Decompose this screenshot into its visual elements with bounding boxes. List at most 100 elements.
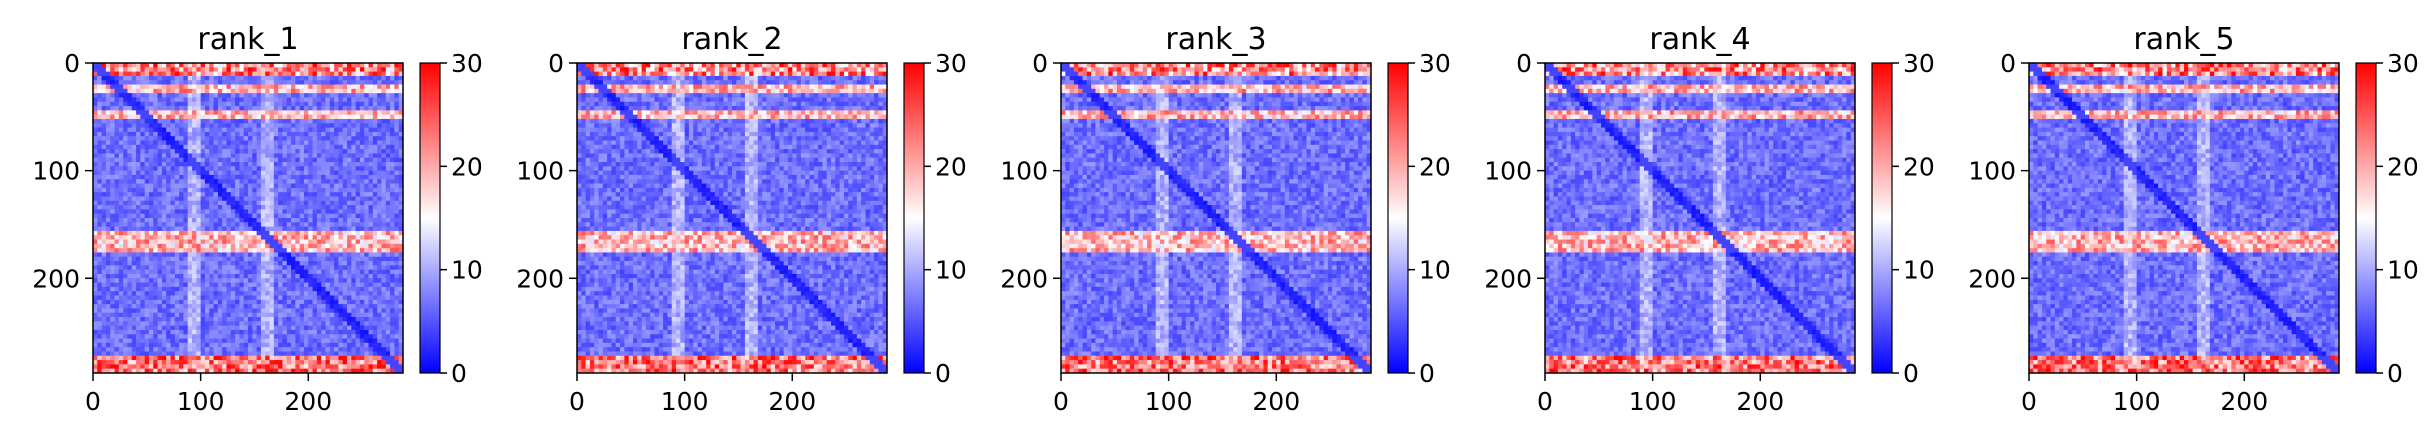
heatmap-cell: [97, 252, 102, 257]
heatmap-cell: [97, 149, 102, 154]
heatmap-cell: [153, 196, 158, 201]
heatmap-cell: [136, 257, 141, 262]
heatmap-cell: [132, 115, 137, 120]
heatmap-cell: [166, 240, 171, 245]
heatmap-cell: [106, 339, 111, 344]
heatmap-cell: [127, 304, 132, 309]
heatmap-cell: [377, 313, 382, 318]
heatmap-cell: [257, 184, 262, 189]
heatmap-cell: [317, 330, 322, 335]
heatmap-cell: [295, 351, 300, 356]
heatmap-cell: [278, 188, 283, 193]
heatmap-cell: [175, 326, 180, 331]
heatmap-cell: [132, 162, 137, 167]
heatmap-cell: [235, 278, 240, 283]
heatmap-cell: [214, 351, 219, 356]
heatmap-cell: [330, 162, 335, 167]
heatmap-cell: [304, 244, 309, 249]
heatmap-cell: [106, 72, 111, 77]
heatmap-cell: [110, 240, 115, 245]
heatmap-cell: [304, 283, 309, 288]
heatmap-cell: [373, 209, 378, 214]
heatmap-cell: [356, 149, 361, 154]
heatmap-cell: [214, 141, 219, 146]
heatmap-cell: [394, 222, 399, 227]
heatmap-cell: [123, 214, 128, 219]
heatmap-cell: [127, 97, 132, 102]
heatmap-cell: [377, 205, 382, 210]
heatmap-cell: [110, 278, 115, 283]
heatmap-cell: [317, 308, 322, 313]
heatmap-cell: [102, 231, 107, 236]
heatmap-cell: [102, 67, 107, 72]
heatmap-cell: [338, 106, 343, 111]
heatmap-cell: [140, 231, 145, 236]
heatmap-cell: [145, 235, 150, 240]
heatmap-cell: [369, 158, 374, 163]
heatmap-cell: [127, 235, 132, 240]
heatmap-cell: [394, 278, 399, 283]
heatmap-cell: [145, 313, 150, 318]
heatmap-cell: [278, 89, 283, 94]
heatmap-cell: [304, 119, 309, 124]
heatmap-cell: [334, 158, 339, 163]
heatmap-cell: [390, 171, 395, 176]
heatmap-cell: [115, 80, 120, 85]
heatmap-cell: [183, 252, 188, 257]
heatmap-cell: [265, 97, 270, 102]
heatmap-cell: [132, 149, 137, 154]
heatmap-cell: [295, 326, 300, 331]
heatmap-cell: [244, 261, 249, 266]
heatmap-cell: [360, 72, 365, 77]
heatmap-cell: [334, 304, 339, 309]
heatmap-cell: [175, 175, 180, 180]
heatmap-cell: [140, 235, 145, 240]
heatmap-cell: [381, 227, 386, 232]
heatmap-cell: [334, 209, 339, 214]
heatmap-cell: [179, 313, 184, 318]
heatmap-cell: [343, 291, 348, 296]
heatmap-cell: [183, 308, 188, 313]
heatmap-cell: [291, 158, 296, 163]
heatmap-cell: [136, 158, 141, 163]
heatmap-cell: [261, 214, 266, 219]
heatmap-cell: [369, 102, 374, 107]
heatmap-cell: [239, 257, 244, 262]
heatmap-cell: [166, 192, 171, 197]
heatmap-cell: [321, 257, 326, 262]
heatmap-cell: [373, 175, 378, 180]
heatmap-cell: [97, 356, 102, 361]
heatmap-cell: [317, 343, 322, 348]
heatmap-cell: [304, 80, 309, 85]
heatmap-cell: [127, 196, 132, 201]
heatmap-cell: [201, 222, 206, 227]
heatmap-cell: [347, 291, 352, 296]
heatmap-cell: [162, 85, 167, 90]
heatmap-cell: [252, 201, 257, 206]
heatmap-cell: [226, 115, 231, 120]
heatmap-cell: [209, 227, 214, 232]
heatmap-cell: [149, 119, 154, 124]
heatmap-cell: [356, 184, 361, 189]
heatmap-cell: [321, 175, 326, 180]
heatmap-cell: [132, 334, 137, 339]
heatmap-cell: [377, 184, 382, 189]
heatmap-cell: [166, 356, 171, 361]
heatmap-cell: [317, 248, 322, 253]
heatmap-cell: [287, 248, 292, 253]
heatmap-cell: [136, 360, 141, 365]
heatmap-cell: [334, 252, 339, 257]
heatmap-cell: [373, 166, 378, 171]
heatmap-cell: [218, 330, 223, 335]
heatmap-cell: [381, 222, 386, 227]
heatmap-cell: [222, 102, 227, 107]
heatmap-cell: [287, 222, 292, 227]
heatmap-cell: [97, 265, 102, 270]
heatmap-cell: [97, 278, 102, 283]
heatmap-cell: [183, 184, 188, 189]
heatmap-cell: [162, 317, 167, 322]
heatmap-cell: [115, 102, 120, 107]
heatmap-cell: [188, 330, 193, 335]
heatmap-cell: [192, 214, 197, 219]
heatmap-cell: [386, 248, 391, 253]
